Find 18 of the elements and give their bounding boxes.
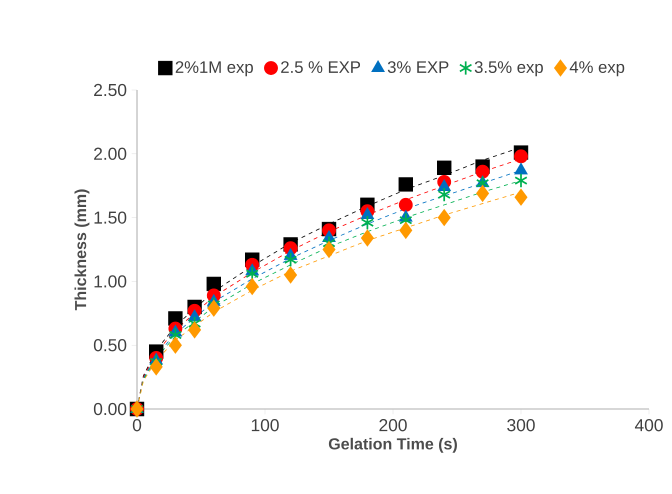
y-tick-label: 0.00 [94, 402, 126, 416]
x-tick-label: 100 [252, 419, 279, 432]
x-tick-label: 0 [132, 419, 142, 432]
legend-label: 2.5 % EXP [281, 61, 360, 74]
legend-label: 3% EXP [388, 61, 448, 74]
y-tick-label: 2.00 [94, 148, 126, 160]
y-axis-title: Thickness (mm) [74, 189, 90, 310]
y-tick-label: 1.00 [94, 275, 126, 288]
legend-label: 4% exp [570, 61, 624, 76]
x-tick-label: 400 [634, 419, 663, 432]
y-tick-label: 2.50 [94, 84, 126, 96]
x-axis-title: Gelation Time (s) [328, 438, 457, 453]
legend-label: 2%1M exp [176, 61, 253, 76]
x-tick-label: 200 [379, 419, 407, 432]
legend-label: 3.5% exp [474, 61, 543, 76]
x-tick-label: 300 [507, 419, 535, 432]
y-tick-label: 1.50 [94, 211, 126, 224]
y-tick-label: 0.50 [94, 339, 126, 352]
